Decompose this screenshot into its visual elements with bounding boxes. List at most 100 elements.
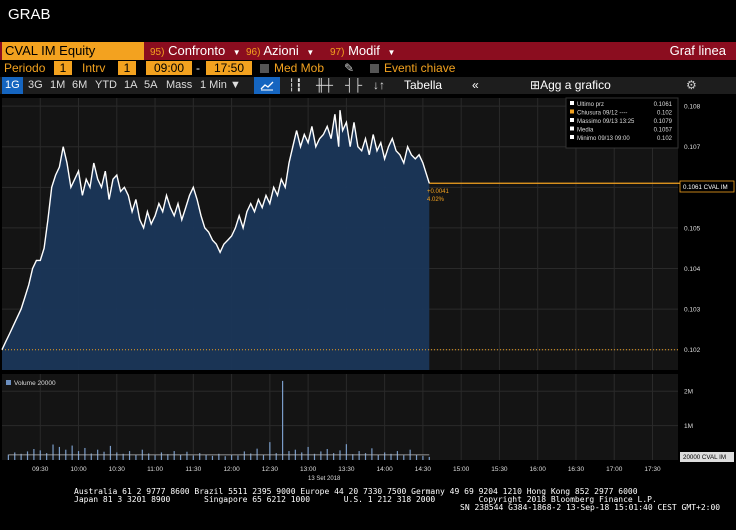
ohlc-icon[interactable]: ╫┼: [316, 78, 334, 92]
volume-bar: [58, 446, 60, 460]
volume-axis: 1M 2M: [684, 389, 693, 430]
confronto-menu[interactable]: 95) Confronto ▼: [150, 42, 241, 60]
line-chart-icon[interactable]: [254, 77, 280, 94]
menu-number: 95): [150, 47, 165, 58]
eventi-checkbox[interactable]: [370, 64, 379, 73]
time-tick-label: 15:00: [453, 466, 470, 473]
date-label: 13 Set 2018: [308, 476, 341, 482]
interval-dropdown[interactable]: 1 Min ▼: [200, 77, 241, 94]
volume-bar: [313, 453, 316, 460]
end-time-field[interactable]: 17:50: [206, 61, 252, 75]
chevron-down-icon: ▼: [387, 48, 396, 57]
menu-label: Azioni: [263, 43, 299, 58]
volume-bar: [364, 453, 367, 460]
tabella-button[interactable]: Tabella: [404, 78, 443, 92]
volume-bar: [262, 454, 265, 460]
volume-bar: [396, 451, 398, 460]
footer-line-3: SN 238544 G384-1868-2 13-Sep-18 15:01:40…: [460, 503, 721, 512]
volume-bar: [84, 447, 86, 460]
period-mass[interactable]: Mass: [166, 79, 193, 91]
volume-bar: [135, 454, 137, 460]
volume-bar: [14, 452, 16, 460]
bar-chart-icon[interactable]: ┤├: [345, 78, 363, 92]
time-tick-label: 14:30: [415, 466, 432, 473]
volume-bar: [243, 451, 245, 460]
period-1a[interactable]: 1A: [124, 79, 138, 91]
chevron-down-icon: ▼: [229, 79, 241, 91]
start-time-field[interactable]: 09:00: [146, 61, 192, 75]
volume-bar: [230, 454, 233, 460]
period-5a[interactable]: 5A: [144, 79, 158, 91]
volume-bar: [122, 453, 124, 460]
legend-value: 0.102: [657, 136, 673, 142]
change-annotation: +0.0041: [427, 189, 450, 195]
time-tick-label: 16:30: [568, 466, 585, 473]
footer-line-2: Japan 81 3 3201 8900 Singapore 65 6212 1…: [74, 495, 657, 504]
period-3g[interactable]: 3G: [28, 79, 43, 91]
menu-number: 97): [330, 47, 345, 58]
time-tick-label: 16:00: [530, 466, 547, 473]
price-tick-label: 0.108: [684, 104, 701, 111]
volume-legend-label: Volume 20000: [14, 380, 56, 387]
volume-bar: [384, 452, 386, 460]
volume-bar: [282, 380, 284, 460]
time-tick-label: 09:30: [32, 466, 49, 473]
time-tick-label: 11:00: [147, 466, 163, 473]
legend-label: Ultimo prz: [577, 102, 604, 108]
legend-swatch: [570, 118, 574, 122]
med-mob-checkbox[interactable]: [260, 64, 269, 73]
volume-bar: [256, 448, 258, 460]
eventi-label: Eventi chiave: [384, 61, 456, 75]
footer: Australia 61 2 9777 8600 Brazil 5511 239…: [0, 486, 736, 530]
ticker-field[interactable]: CVAL IM Equity: [2, 42, 144, 60]
gear-icon[interactable]: ⚙: [686, 78, 697, 92]
period-ytd[interactable]: YTD: [95, 79, 117, 91]
time-axis: 09:30 10:00 10:30 11:00 11:30 12:00 12:30 13:00…: [32, 466, 661, 473]
legend-label: Minimo 09/13 09:00: [577, 136, 630, 142]
volume-bar: [192, 455, 194, 460]
add-to-chart-button[interactable]: ⊞Agg a grafico: [530, 77, 611, 94]
price-tick-label: 0.103: [684, 307, 701, 314]
volume-bar: [77, 451, 80, 460]
volume-bar: [377, 454, 379, 460]
volume-panel: [2, 374, 678, 460]
last-price-tag: [679, 180, 735, 193]
price-tick-label: 0.102: [684, 347, 701, 354]
volume-bar: [109, 445, 112, 460]
volume-bar: [199, 453, 201, 460]
time-tick-label: 12:30: [262, 466, 279, 473]
volume-bar: [71, 445, 73, 460]
volume-bar: [52, 444, 54, 460]
period-6m[interactable]: 6M: [72, 79, 88, 91]
chevron-down-icon: ▼: [232, 48, 241, 57]
period-1g[interactable]: 1G: [2, 77, 23, 94]
time-tick-label: 11:30: [185, 466, 201, 473]
volume-bar: [218, 453, 220, 460]
cursor-tool-icon[interactable]: ↓↑: [373, 78, 385, 92]
time-tick-label: 10:30: [109, 466, 126, 473]
footer-line-1: Australia 61 2 9777 8600 Brazil 5511 239…: [74, 487, 638, 496]
price-area-fill: [2, 110, 430, 370]
period-1m[interactable]: 1M: [50, 79, 66, 91]
collapse-left-icon[interactable]: «: [472, 78, 479, 92]
window-title: GRAB: [8, 6, 51, 23]
volume-bar: [275, 453, 277, 460]
volume-tag-text: 20000 CVAL IM: [683, 454, 726, 461]
volume-bar: [167, 454, 169, 460]
interval-label: 1 Min: [200, 79, 227, 91]
chevron-down-icon: ▼: [306, 48, 315, 57]
pencil-icon[interactable]: ✎: [344, 61, 355, 75]
periodo-field[interactable]: 1: [54, 61, 72, 75]
volume-bar: [288, 451, 290, 460]
modif-menu[interactable]: 97) Modif ▼: [330, 42, 395, 60]
intrv-field[interactable]: 1: [118, 61, 136, 75]
menu-label: Confronto: [168, 43, 226, 58]
volume-bar: [358, 451, 360, 460]
time-tick-label: 17:00: [606, 466, 623, 473]
candlestick-icon[interactable]: ┆┇: [288, 78, 303, 92]
azioni-menu[interactable]: 96) Azioni ▼: [246, 42, 314, 60]
legend: Ultimo prz 0.1061 Chiusura 09/12 ---- 0.102…: [565, 97, 679, 149]
volume-bar: [186, 451, 188, 460]
volume-tick-label: 1M: [684, 423, 693, 430]
